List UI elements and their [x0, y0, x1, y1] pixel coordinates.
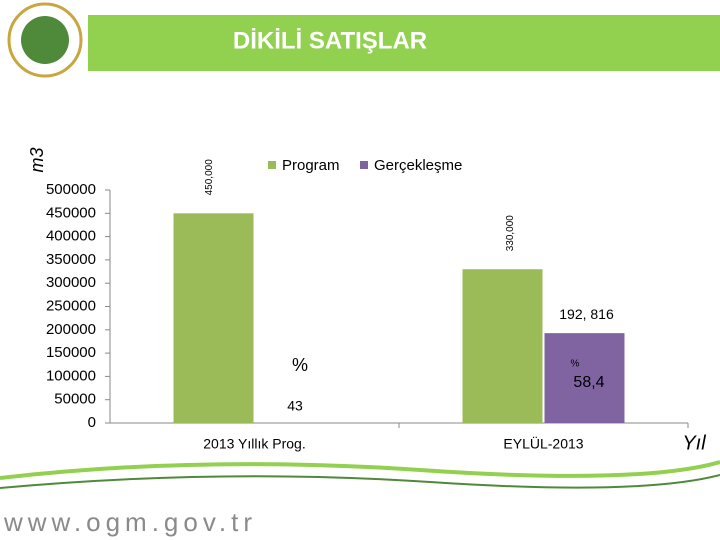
y-tick-label: 300000 — [46, 274, 96, 291]
annotation: % — [571, 359, 580, 370]
bar — [173, 213, 254, 423]
title-banner — [88, 15, 720, 71]
footer-url: www.ogm.gov.tr — [3, 507, 257, 537]
y-tick-label: 200000 — [46, 321, 96, 338]
legend-swatch — [360, 161, 368, 169]
y-tick-label: 450000 — [46, 204, 96, 221]
x-axis-label: Yıl — [682, 432, 706, 454]
slide-title: DİKİLİ SATIŞLAR — [233, 27, 427, 54]
bar — [544, 333, 625, 423]
y-tick-label: 350000 — [46, 251, 96, 268]
y-tick-label: 400000 — [46, 228, 96, 245]
annotation: 43 — [287, 398, 303, 414]
legend-label: Program — [282, 157, 340, 174]
annotation: 58,4 — [573, 374, 604, 391]
y-axis-label: m3 — [27, 147, 47, 172]
x-tick-label: 2013 Yıllık Prog. — [203, 436, 305, 452]
decor-curve — [0, 460, 720, 480]
annotation: % — [292, 355, 308, 375]
bar — [462, 269, 543, 423]
legend-label: Gerçekleşme — [374, 157, 462, 174]
decor-curve — [0, 474, 720, 489]
y-tick-label: 250000 — [46, 297, 96, 314]
value-label: 450,000 — [204, 159, 215, 196]
x-tick-label: EYLÜL-2013 — [503, 435, 583, 452]
y-tick-label: 50000 — [54, 391, 96, 408]
value-label: 330,000 — [505, 215, 516, 252]
y-tick-label: 500000 — [46, 181, 96, 198]
y-tick-label: 150000 — [46, 344, 96, 361]
legend-swatch — [268, 161, 276, 169]
logo-inner — [21, 16, 69, 64]
value-label: 192, 816 — [559, 306, 614, 322]
y-tick-label: 0 — [88, 414, 96, 431]
y-tick-label: 100000 — [46, 367, 96, 384]
